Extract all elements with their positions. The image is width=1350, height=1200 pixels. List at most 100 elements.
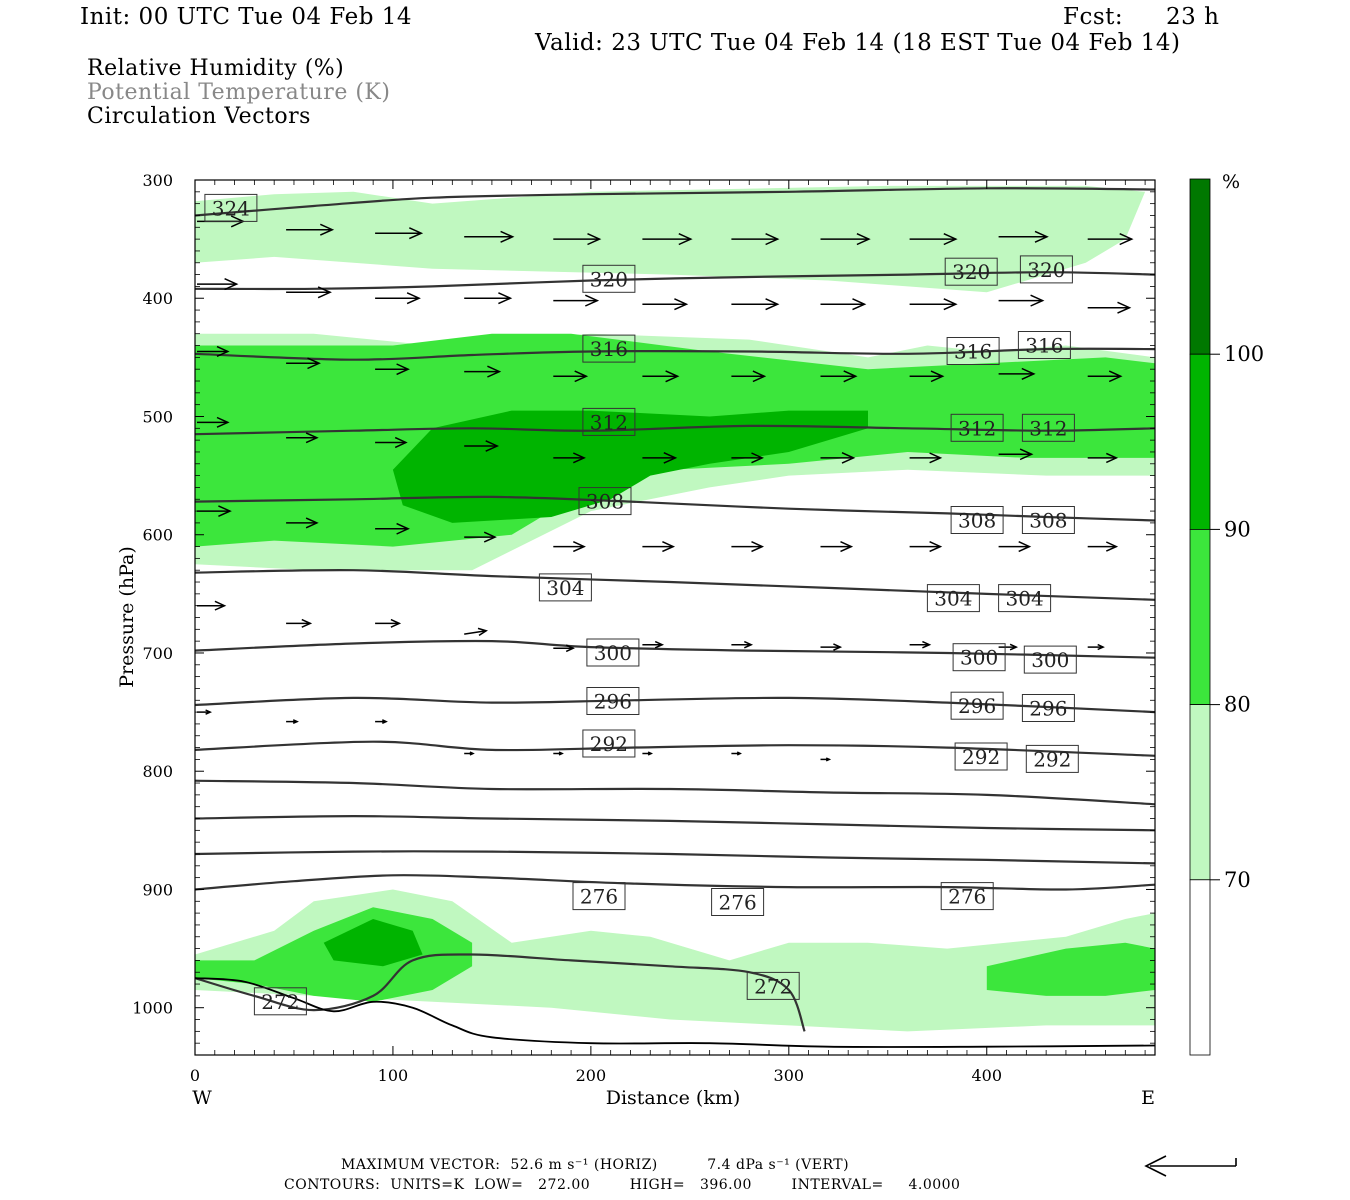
forecast-hour: 23 h	[1166, 4, 1220, 30]
rh-region-80-7	[986, 942, 1155, 996]
isentrope-288	[195, 779, 1155, 806]
y-tick-label: 600	[142, 526, 173, 545]
terrain-line	[195, 977, 1155, 1048]
contour-label-text: 276	[719, 891, 757, 915]
circulation-vector	[731, 751, 742, 756]
isentrope-276	[195, 874, 1155, 891]
reference-arrow	[1144, 1155, 1237, 1177]
contour-label: 304	[538, 573, 592, 602]
circulation-vector	[464, 292, 513, 305]
contour-label: 320	[944, 257, 998, 286]
circulation-vector	[909, 640, 932, 649]
colorbar-segment	[1189, 879, 1211, 1056]
contour-label: 296	[1021, 694, 1075, 722]
isentrope-316	[195, 347, 1155, 361]
circulation-vector	[998, 541, 1032, 553]
contour-label-text: 312	[590, 410, 628, 434]
colorbar-label: 100	[1224, 342, 1264, 366]
circulation-vector	[820, 643, 843, 651]
contour-label: 312	[582, 407, 636, 436]
circulation-vector	[998, 230, 1049, 243]
circulation-vector	[197, 416, 230, 428]
circulation-vector	[642, 452, 678, 464]
circulation-vector	[998, 643, 1019, 651]
circulation-vector	[642, 640, 665, 649]
contour-info: CONTOURS: UNITS=K LOW= 272.00 HIGH= 396.…	[284, 1177, 961, 1193]
circulation-vector	[820, 452, 856, 464]
y-tick-label: 800	[142, 762, 173, 781]
rh-region-90-3	[392, 410, 868, 523]
circulation-vector	[909, 541, 943, 553]
circulation-vector	[464, 627, 488, 637]
isentrope-280	[195, 850, 1155, 865]
contour-label-text: 276	[580, 885, 618, 909]
isentrope-296	[195, 696, 1155, 714]
circulation-vector	[286, 618, 313, 628]
circulation-vector	[375, 227, 424, 240]
contour-label-text: 300	[1031, 648, 1069, 672]
contour-label: 272	[746, 971, 800, 1000]
y-axis-title: Pressure (hPa)	[116, 546, 138, 688]
circulation-vector	[731, 298, 780, 311]
isentrope-304	[195, 569, 1155, 601]
isentrope-284	[195, 814, 1155, 832]
colorbar-label: 70	[1224, 868, 1251, 892]
contour-label: 292	[1025, 744, 1079, 773]
contour-label: 308	[950, 506, 1004, 534]
circulation-vector	[464, 531, 497, 543]
circulation-vector	[731, 640, 754, 649]
contour-label-text: 324	[212, 196, 250, 220]
circulation-vector	[820, 298, 867, 311]
contour-label: 308	[578, 487, 632, 516]
circulation-vector	[1087, 370, 1123, 383]
circulation-vector	[553, 294, 600, 307]
circulation-vector	[731, 233, 780, 246]
contour-label: 304	[998, 584, 1052, 613]
circulation-vector	[464, 751, 475, 756]
circulation-vector	[820, 233, 871, 246]
contour-label-text: 292	[590, 732, 628, 756]
contour-label-text: 292	[1033, 747, 1071, 771]
circulation-vector	[197, 345, 230, 357]
isentrope-320	[195, 271, 1155, 291]
circulation-vector	[998, 294, 1045, 307]
circulation-vector	[1087, 643, 1105, 651]
circulation-vector	[197, 505, 232, 517]
circulation-vector	[286, 223, 335, 236]
circulation-vector	[375, 618, 402, 628]
x-direction-west: W	[192, 1087, 212, 1109]
x-axis-title: Distance (km)	[606, 1087, 741, 1109]
contour-label-text: 296	[1029, 697, 1067, 721]
contour-label: 300	[952, 643, 1006, 672]
contour-label: 316	[946, 337, 1000, 365]
circulation-vector	[553, 452, 586, 464]
contour-label-text: 320	[1027, 258, 1065, 282]
valid-time: Valid: 23 UTC Tue 04 Feb 14 (18 EST Tue …	[535, 30, 1181, 56]
y-tick-label: 1000	[132, 999, 173, 1018]
circulation-vector	[375, 522, 410, 535]
contour-label-text: 308	[586, 490, 624, 514]
circulation-vector	[642, 541, 676, 553]
circulation-vector	[553, 370, 589, 383]
contour-label: 292	[582, 729, 636, 758]
circulation-vector	[286, 517, 319, 529]
circulation-vector	[731, 541, 765, 553]
contour-label-text: 304	[934, 587, 972, 611]
contour-label-text: 304	[1006, 587, 1044, 611]
contour-label-text: 292	[962, 745, 1000, 769]
circulation-vector	[642, 298, 689, 311]
contour-label-text: 300	[594, 641, 632, 665]
circulation-vector	[553, 233, 602, 246]
circulation-vector	[464, 365, 502, 378]
isentrope-312	[195, 424, 1155, 436]
contour-label: 316	[1017, 331, 1071, 359]
contour-label-text: 316	[1025, 334, 1063, 358]
init-time: Init: 00 UTC Tue 04 Feb 14	[80, 4, 413, 30]
circulation-vector	[820, 757, 832, 762]
circulation-vector	[909, 452, 943, 464]
circulation-vector	[375, 363, 410, 376]
contour-label-text: 296	[958, 694, 996, 718]
circulation-vector	[1087, 541, 1119, 552]
isentrope-contours	[195, 187, 1155, 1048]
